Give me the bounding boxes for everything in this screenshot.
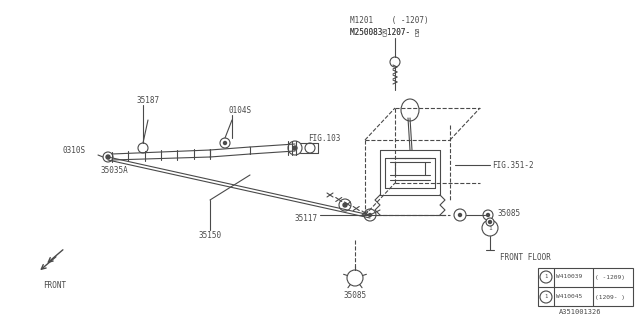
Circle shape <box>339 199 351 211</box>
Text: A351001326: A351001326 <box>559 309 601 315</box>
Circle shape <box>293 146 297 150</box>
Text: FIG.103: FIG.103 <box>308 133 340 142</box>
Circle shape <box>288 141 302 155</box>
Circle shape <box>369 213 371 217</box>
Text: ( -1209): ( -1209) <box>595 275 625 279</box>
Circle shape <box>486 218 494 226</box>
Text: (1209- ): (1209- ) <box>595 294 625 300</box>
Text: W410045: W410045 <box>556 294 582 300</box>
Circle shape <box>458 213 461 217</box>
Text: M1201    ( -1207): M1201 ( -1207) <box>350 15 429 25</box>
Text: M250083〨1207- 〩: M250083〨1207- 〩 <box>350 28 419 36</box>
Text: 1: 1 <box>545 294 548 300</box>
Circle shape <box>347 270 363 286</box>
Text: FRONT: FRONT <box>44 281 67 290</box>
Circle shape <box>364 209 376 221</box>
Circle shape <box>343 203 347 207</box>
Circle shape <box>305 143 315 153</box>
Text: FRONT FLOOR: FRONT FLOOR <box>500 252 551 261</box>
Text: 1: 1 <box>545 275 548 279</box>
Text: M250083<1207- >: M250083<1207- > <box>350 28 419 36</box>
Text: 1: 1 <box>488 226 492 230</box>
Text: FIG.351-2: FIG.351-2 <box>492 161 534 170</box>
Circle shape <box>488 220 492 223</box>
Circle shape <box>483 210 493 220</box>
Text: 35085: 35085 <box>344 291 367 300</box>
Text: 35150: 35150 <box>198 230 221 239</box>
Circle shape <box>138 143 148 153</box>
Text: W410039: W410039 <box>556 275 582 279</box>
Circle shape <box>106 155 110 159</box>
Text: 35085: 35085 <box>497 209 520 218</box>
Text: 0104S: 0104S <box>228 106 252 115</box>
Text: 35035A: 35035A <box>100 165 128 174</box>
Text: 35187: 35187 <box>136 95 159 105</box>
Circle shape <box>454 209 466 221</box>
Circle shape <box>540 271 552 283</box>
Text: 35117: 35117 <box>295 213 318 222</box>
Circle shape <box>482 220 498 236</box>
Circle shape <box>103 152 113 162</box>
Circle shape <box>223 141 227 145</box>
Text: 0310S: 0310S <box>62 146 85 155</box>
Circle shape <box>220 138 230 148</box>
Circle shape <box>540 291 552 303</box>
Circle shape <box>486 213 490 217</box>
Bar <box>538 268 633 306</box>
